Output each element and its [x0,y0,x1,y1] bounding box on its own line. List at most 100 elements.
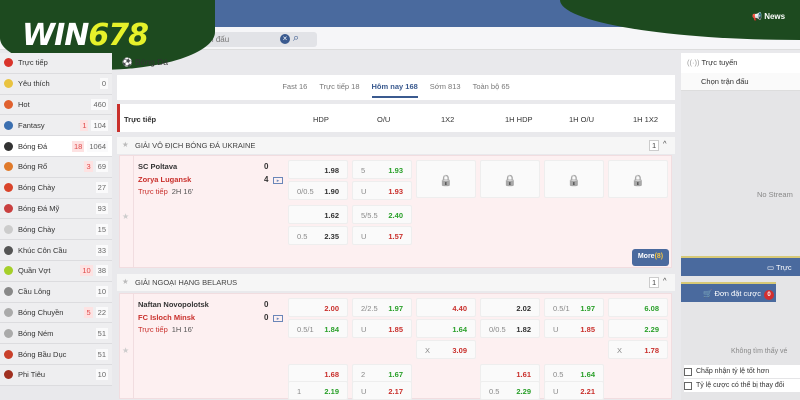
league-header[interactable]: ★ GIẢI NGOẠI HẠNG BELARUS 1 ^ [117,274,675,291]
sidebar-item[interactable]: Bóng Rổ 3 69 [0,156,112,178]
odds-cell[interactable]: 2.29 [608,319,668,338]
odds-cell[interactable]: U 1.85 [544,319,604,338]
betslip-tab[interactable]: 🛒 Đơn đặt cược 0 [681,282,776,302]
odds-cell[interactable]: U 1.85 [352,319,412,338]
sidebar-item[interactable]: Bóng Đá 18 1064 [0,136,112,157]
live-count-badge: 5 [84,306,93,318]
odds-cell[interactable]: 0.5/1 1.97 [544,298,604,317]
live-button[interactable]: ▭ Trực [681,256,800,276]
handicap-label: 0.5 [297,232,308,241]
star-icon[interactable]: ★ [122,277,129,286]
league-header[interactable]: ★ GIẢI VÔ ĐỊCH BÓNG ĐÁ UKRAINE 1 ^ [117,137,675,154]
odds-cell[interactable]: 5/5.5 2.40 [352,205,412,224]
tv-icon[interactable]: ▸ [273,315,283,322]
lock-icon: 🔒 [439,175,453,187]
sidebar-item[interactable]: Cầu Lông 10 [0,281,112,303]
odds-cell[interactable]: 0/0.5 1.90 [288,181,348,200]
odds-cell[interactable]: 2.00 [288,298,348,317]
odds-cell[interactable]: 0.5/1 1.84 [288,319,348,338]
sidebar-item[interactable]: Quần Vợt 10 38 [0,260,112,282]
sports-sidebar: Trực tiếp Yêu thích 0 Hot 460 Fantasy 1 104 Bóng… [0,53,112,386]
sidebar-item[interactable]: Bóng Chày 15 [0,219,112,241]
sidebar-item-label: Bóng Chày [18,183,56,193]
sidebar-item[interactable]: Bóng Bầu Dục 51 [0,344,112,365]
tab[interactable]: Sớm 813 [429,82,461,91]
star-icon[interactable]: ★ [122,346,130,355]
basketball-icon [4,162,13,172]
odds-cell[interactable]: 0.5 1.64 [544,364,604,383]
odds-cell[interactable]: 2/2.5 1.97 [352,298,412,317]
odds-cell[interactable]: X 1.78 [608,340,668,359]
tab[interactable]: Trực tiếp 18 [319,82,360,91]
tab[interactable]: Toàn bộ 65 [472,82,510,91]
odds-cell[interactable]: 0.5 2.35 [288,226,348,245]
rugby-icon [4,349,13,359]
select-match-dropdown[interactable]: Chọn trận đấu [681,73,800,91]
home-team[interactable]: SC Poltava [138,162,178,171]
odds-value: 2.29 [516,387,531,396]
sidebar-item[interactable]: Fantasy 1 104 [0,115,112,137]
odds-may-change-checkbox[interactable]: Tỷ lệ cược có thể bị thay đổi [684,379,800,392]
odds-cell[interactable]: 6.08 [608,298,668,317]
sidebar-item[interactable]: Bóng Đá Mỹ 93 [0,198,112,220]
odds-cell[interactable]: X 3.09 [416,340,476,359]
news-link[interactable]: 📢 News [752,12,786,21]
tab[interactable]: Fast 16 [282,82,308,91]
odds-cell[interactable]: 1.98 [288,160,348,179]
sidebar-item-label: Bóng Chuyền [18,307,64,317]
sidebar-item[interactable]: Bóng Ném 51 [0,323,112,345]
star-icon[interactable]: ★ [122,211,130,221]
sidebar-item[interactable]: Phi Tiêu 10 [0,364,112,386]
star-icon[interactable]: ★ [122,140,129,149]
sidebar-item[interactable]: Yêu thích 0 [0,73,112,95]
volleyball-icon [4,307,13,317]
softball-icon [4,224,13,234]
odds-cell[interactable]: 5 1.93 [352,160,412,179]
odds-cell[interactable]: 0.5 2.29 [480,381,540,400]
away-team[interactable]: Zorya Lugansk [138,175,192,184]
clear-icon[interactable]: × [280,34,290,44]
sport-title: ⚽ Bóng Đá [122,57,169,67]
odds-cell[interactable]: U 1.93 [352,181,412,200]
favorite-star[interactable]: ★ [120,294,134,398]
odds-value: 1.93 [388,187,403,196]
away-team[interactable]: FC Isloch Minsk [138,313,196,322]
odds-cell[interactable]: U 2.17 [352,381,412,400]
search-icon[interactable]: ⌕ [293,32,300,44]
event-count-badge: 22 [95,306,108,318]
live-count-badge: 10 [80,265,93,277]
sidebar-item[interactable]: Bóng Chày 27 [0,177,112,199]
live-label: Trực tiếp [138,187,168,196]
odds-cell[interactable]: 0/0.5 1.82 [480,319,540,338]
odds-cell[interactable]: 1 2.19 [288,381,348,400]
event-count-badge: 10 [95,369,108,381]
fantasy-icon [4,120,13,130]
logo[interactable]: WIN678 [22,18,149,53]
tv-icon[interactable]: ▸ [273,177,283,184]
match-status: Trực tiếp 2H 16' [138,187,193,196]
accept-better-odds-checkbox[interactable]: Chấp nhận tỷ lệ tốt hơn [684,365,800,378]
odds-cell[interactable]: 1.64 [416,319,476,338]
sidebar-item[interactable]: Bóng Chuyền 5 22 [0,302,112,324]
event-count-badge: 51 [95,348,108,360]
odds-cell[interactable]: 4.40 [416,298,476,317]
collapse-icon[interactable]: ^ [663,139,667,148]
tab[interactable]: Hôm nay 168 [371,82,418,98]
favorite-star[interactable]: ★ [120,156,134,267]
sidebar-item-label: Bóng Đá [18,141,48,151]
odds-cell[interactable]: U 1.57 [352,226,412,245]
lock-icon: 🔒 [503,175,517,187]
sidebar-item[interactable]: Khúc Côn Cầu 33 [0,240,112,261]
odds-value: 2.02 [516,304,531,313]
odds-cell[interactable]: 1.62 [288,205,348,224]
sidebar-item[interactable]: Trực tiếp [0,53,112,74]
handicap-label: U [361,232,367,241]
fire-icon [4,99,13,109]
home-team[interactable]: Naftan Novopolotsk [138,300,209,309]
sidebar-item[interactable]: Hot 460 [0,94,112,116]
collapse-icon[interactable]: ^ [663,276,667,285]
handicap-label: X [617,346,623,355]
odds-cell[interactable]: 2.02 [480,298,540,317]
more-markets-button[interactable]: More(8) [632,249,669,266]
odds-cell[interactable]: U 2.21 [544,381,604,400]
